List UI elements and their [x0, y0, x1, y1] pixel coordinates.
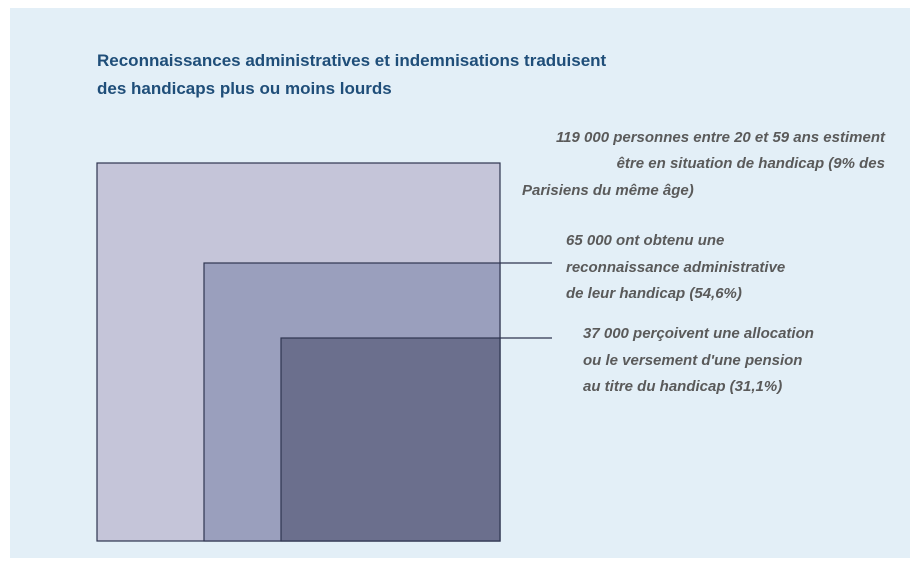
note-line: ou le versement d'une pension	[583, 352, 802, 369]
title-line: Reconnaissances administratives et indem…	[97, 51, 607, 70]
note-line: au titre du handicap (31,1%)	[583, 378, 782, 395]
note-line: être en situation de handicap (9% des	[617, 155, 885, 172]
note-line: 119 000 personnes entre 20 et 59 ans est…	[556, 129, 886, 146]
note-line: 37 000 perçoivent une allocation	[583, 325, 814, 342]
title-line: des handicaps plus ou moins lourds	[97, 79, 392, 98]
note-line: Parisiens du même âge)	[522, 182, 694, 199]
inner-square	[280, 337, 501, 542]
note-line: reconnaissance administrative	[566, 259, 785, 276]
note-line: 65 000 ont obtenu une	[566, 232, 724, 249]
note-line: de leur handicap (54,6%)	[566, 285, 742, 302]
